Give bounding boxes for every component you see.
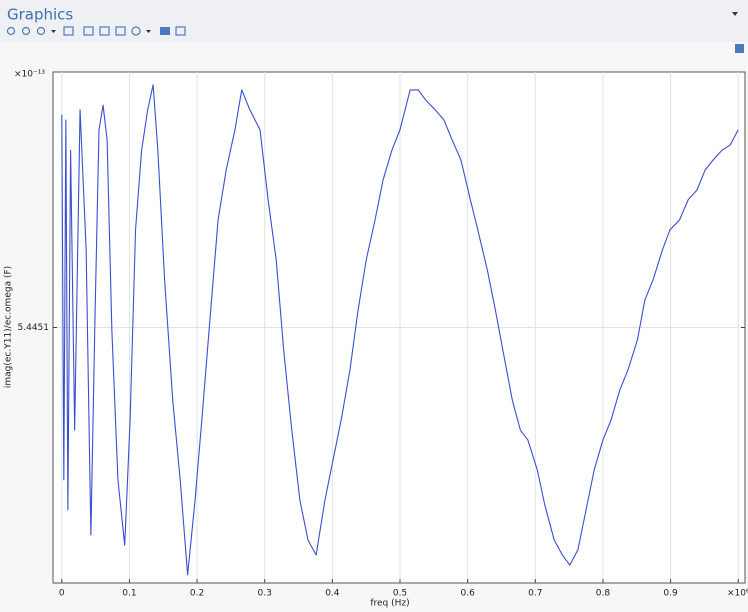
toolbar	[6, 26, 186, 36]
print-button[interactable]	[175, 26, 186, 36]
data-line	[61, 84, 739, 576]
image-snapshot-button[interactable]	[160, 27, 170, 35]
x-tick-label: 0.8	[596, 589, 611, 599]
table-button[interactable]	[83, 26, 94, 36]
window-title: Graphics	[7, 6, 73, 24]
zoom-out-button[interactable]	[21, 26, 31, 36]
x-axis-label: freq (Hz)	[370, 599, 409, 609]
x-tick-label: 0.2	[190, 589, 204, 599]
x-tick-label: 0.6	[460, 589, 475, 599]
header-bar	[0, 0, 748, 42]
x-tick-label: 0.7	[528, 589, 542, 599]
legend-button[interactable]	[115, 26, 126, 36]
y-axis-label: imag(ec.Y11)/ec.omega (F)	[4, 266, 14, 388]
menu-arrow[interactable]	[732, 12, 738, 16]
x-tick-label: 0	[59, 589, 65, 599]
zoom-in-button[interactable]	[6, 26, 16, 36]
x-tick-label: 0.4	[325, 589, 340, 599]
x-tick-label: 0.1	[122, 589, 136, 599]
plot-export-button[interactable]	[735, 44, 744, 53]
zoom-box-button[interactable]	[36, 26, 46, 36]
y-multiplier: ×10⁻¹³	[14, 70, 45, 80]
scene-light-button[interactable]	[131, 26, 141, 36]
x-tick-label: 0.9	[663, 589, 678, 599]
zoom-extents-button[interactable]	[63, 26, 74, 36]
y-tick-label: 5.4451	[18, 323, 50, 333]
zoom-menu[interactable]	[51, 30, 56, 33]
x-tick-label: 0.5	[393, 589, 407, 599]
x-multiplier: ×10⁶	[727, 589, 748, 599]
grid-button[interactable]	[99, 26, 110, 36]
x-tick-label: 0.3	[258, 589, 272, 599]
scene-menu[interactable]	[146, 30, 151, 33]
